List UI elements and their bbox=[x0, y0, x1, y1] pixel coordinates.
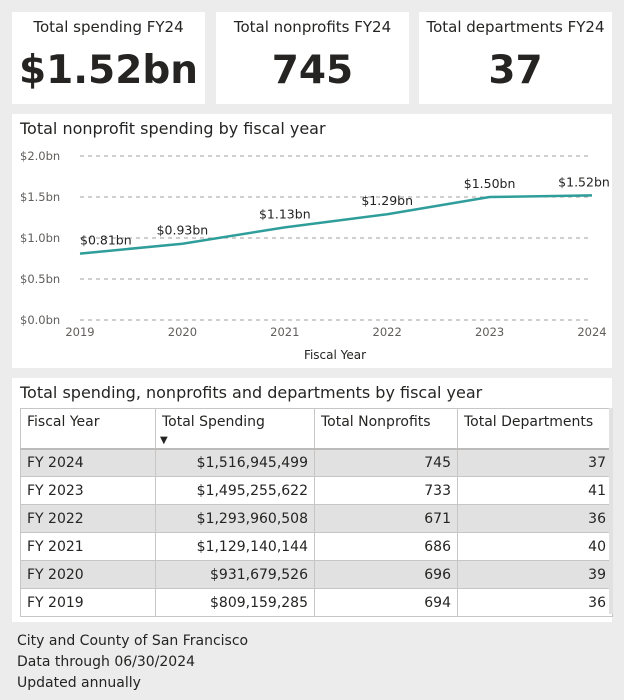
cell-total-departments: 36 bbox=[457, 588, 613, 617]
cell-total-spending: $1,516,945,499 bbox=[155, 448, 315, 477]
kpi-title: Total nonprofits FY24 bbox=[233, 18, 392, 36]
data-label: $1.52bn bbox=[558, 174, 610, 189]
x-axis-title: Fiscal Year bbox=[304, 348, 366, 362]
footer-notes: City and County of San Francisco Data th… bbox=[17, 631, 248, 694]
cell-fiscal-year: FY 2021 bbox=[20, 532, 156, 561]
x-tick-label: 2022 bbox=[373, 325, 402, 339]
kpi-title: Total departments FY24 bbox=[426, 18, 605, 36]
column-header-fiscal-year[interactable]: Fiscal Year bbox=[20, 408, 156, 450]
cell-fiscal-year: FY 2024 bbox=[20, 448, 156, 477]
data-label: $0.93bn bbox=[157, 223, 209, 238]
cell-total-spending: $931,679,526 bbox=[155, 560, 315, 589]
y-tick-label: $1.0bn bbox=[20, 231, 60, 245]
table-row[interactable]: FY 2024 $1,516,945,499 745 37 bbox=[20, 448, 613, 477]
x-tick-label: 2023 bbox=[475, 325, 504, 339]
kpi-title: Total spending FY24 bbox=[33, 18, 184, 36]
line-chart-card: Total nonprofit spending by fiscal year … bbox=[12, 114, 612, 368]
data-table: Fiscal Year Total Spending ▼ Total Nonpr… bbox=[20, 408, 613, 617]
footer-line-update-frequency: Updated annually bbox=[17, 675, 141, 691]
cell-total-nonprofits: 696 bbox=[314, 560, 458, 589]
x-tick-label: 2021 bbox=[270, 325, 299, 339]
cell-total-spending: $1,293,960,508 bbox=[155, 504, 315, 533]
column-header-total-departments[interactable]: Total Departments bbox=[457, 408, 613, 450]
y-tick-label: $1.5bn bbox=[20, 190, 60, 204]
table-row[interactable]: FY 2020 $931,679,526 696 39 bbox=[20, 560, 613, 589]
y-tick-label: $2.0bn bbox=[20, 149, 60, 163]
cell-fiscal-year: FY 2022 bbox=[20, 504, 156, 533]
kpi-value: 745 bbox=[271, 48, 354, 93]
table-row[interactable]: FY 2022 $1,293,960,508 671 36 bbox=[20, 504, 613, 533]
cell-total-nonprofits: 733 bbox=[314, 476, 458, 505]
data-label: $1.13bn bbox=[259, 206, 311, 221]
cell-total-spending: $809,159,285 bbox=[155, 588, 315, 617]
cell-fiscal-year: FY 2020 bbox=[20, 560, 156, 589]
sort-descending-icon[interactable]: ▼ bbox=[160, 435, 168, 446]
kpi-value: $1.52bn bbox=[18, 48, 199, 93]
data-label: $1.50bn bbox=[464, 176, 516, 191]
series-line[interactable] bbox=[79, 194, 593, 255]
data-label: $1.29bn bbox=[361, 193, 413, 208]
cell-total-nonprofits: 671 bbox=[314, 504, 458, 533]
y-tick-label: $0.5bn bbox=[20, 272, 60, 286]
table-row[interactable]: FY 2023 $1,495,255,622 733 41 bbox=[20, 476, 613, 505]
line-chart: $0.0bn $0.5bn $1.0bn $1.5bn $2.0bn 2019 2020 2… bbox=[20, 149, 610, 362]
table-header-row: Fiscal Year Total Spending ▼ Total Nonpr… bbox=[20, 408, 613, 450]
kpi-card-departments: Total departments FY24 37 bbox=[419, 12, 612, 104]
cell-fiscal-year: FY 2019 bbox=[20, 588, 156, 617]
kpi-value: 37 bbox=[488, 48, 543, 93]
cell-total-departments: 41 bbox=[457, 476, 613, 505]
cell-total-nonprofits: 745 bbox=[314, 448, 458, 477]
footer-line-source: City and County of San Francisco bbox=[17, 633, 249, 649]
cell-total-spending: $1,129,140,144 bbox=[155, 532, 315, 561]
table-title: Total spending, nonprofits and departmen… bbox=[20, 383, 483, 402]
column-header-label: Total Spending bbox=[162, 414, 265, 430]
cell-total-departments: 40 bbox=[457, 532, 613, 561]
table-row[interactable]: FY 2019 $809,159,285 694 36 bbox=[20, 588, 613, 617]
chart-title: Total nonprofit spending by fiscal year bbox=[20, 119, 326, 138]
footer-line-data-through: Data through 06/30/2024 bbox=[17, 654, 196, 670]
cell-total-spending: $1,495,255,622 bbox=[155, 476, 315, 505]
cell-total-nonprofits: 694 bbox=[314, 588, 458, 617]
y-tick-label: $0.0bn bbox=[20, 313, 60, 327]
column-header-total-nonprofits[interactable]: Total Nonprofits bbox=[314, 408, 458, 450]
table-card: Total spending, nonprofits and departmen… bbox=[12, 378, 613, 622]
cell-total-nonprofits: 686 bbox=[314, 532, 458, 561]
data-label: $0.81bn bbox=[80, 233, 132, 248]
cell-total-departments: 36 bbox=[457, 504, 613, 533]
column-header-total-spending[interactable]: Total Spending ▼ bbox=[155, 408, 315, 450]
kpi-card-spending: Total spending FY24 $1.52bn bbox=[12, 12, 205, 104]
table-row[interactable]: FY 2021 $1,129,140,144 686 40 bbox=[20, 532, 613, 561]
x-tick-label: 2019 bbox=[65, 325, 94, 339]
kpi-card-nonprofits: Total nonprofits FY24 745 bbox=[216, 12, 409, 104]
x-tick-label: 2020 bbox=[168, 325, 197, 339]
cell-total-departments: 37 bbox=[457, 448, 613, 477]
cell-total-departments: 39 bbox=[457, 560, 613, 589]
x-tick-label: 2024 bbox=[577, 325, 606, 339]
cell-fiscal-year: FY 2023 bbox=[20, 476, 156, 505]
